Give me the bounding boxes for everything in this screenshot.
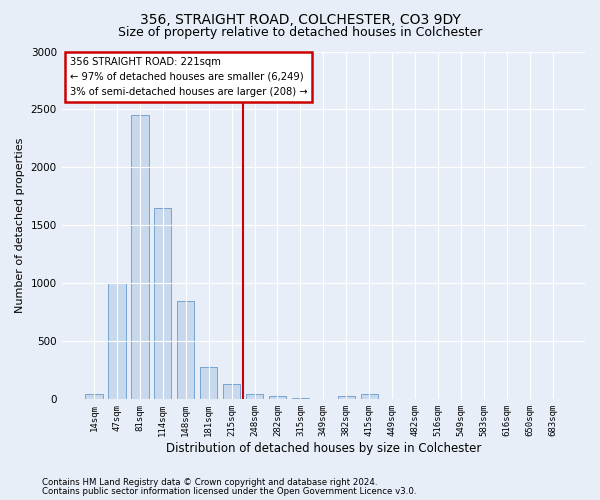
Bar [246,394,263,400]
Bar [292,398,309,400]
Text: Size of property relative to detached houses in Colchester: Size of property relative to detached ho… [118,26,482,39]
Bar [177,301,194,400]
Bar [338,396,355,400]
Bar [109,284,125,400]
Bar [269,396,286,400]
Text: Contains public sector information licensed under the Open Government Licence v3: Contains public sector information licen… [42,487,416,496]
Y-axis label: Number of detached properties: Number of detached properties [15,138,25,313]
Bar [200,367,217,400]
Bar [361,394,378,400]
Text: 356 STRAIGHT ROAD: 221sqm
← 97% of detached houses are smaller (6,249)
3% of sem: 356 STRAIGHT ROAD: 221sqm ← 97% of detac… [70,56,307,97]
Bar [154,208,172,400]
Bar [223,384,240,400]
Text: Contains HM Land Registry data © Crown copyright and database right 2024.: Contains HM Land Registry data © Crown c… [42,478,377,487]
Bar [131,116,149,400]
X-axis label: Distribution of detached houses by size in Colchester: Distribution of detached houses by size … [166,442,481,455]
Bar [85,394,103,400]
Text: 356, STRAIGHT ROAD, COLCHESTER, CO3 9DY: 356, STRAIGHT ROAD, COLCHESTER, CO3 9DY [140,12,460,26]
